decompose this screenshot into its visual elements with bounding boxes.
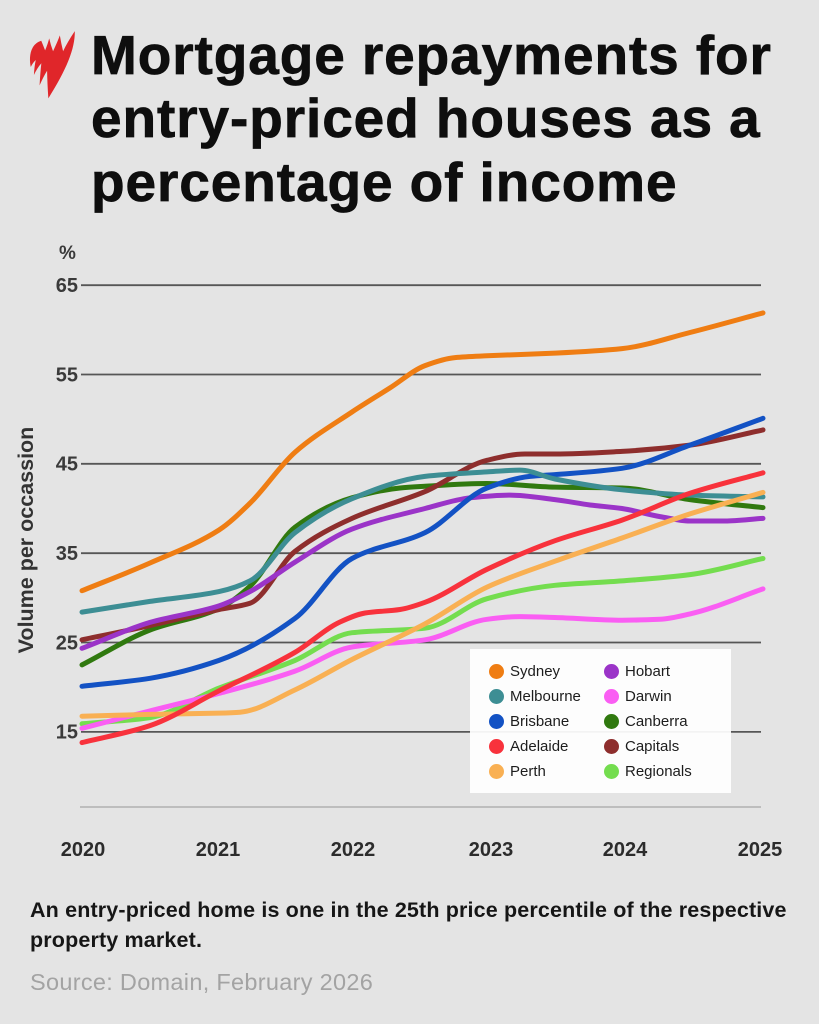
- svg-text:Volume per occassion: Volume per occassion: [14, 427, 38, 654]
- svg-text:2020: 2020: [61, 839, 106, 861]
- svg-text:15: 15: [56, 722, 78, 744]
- svg-text:2022: 2022: [331, 839, 376, 861]
- svg-text:2025: 2025: [738, 839, 783, 861]
- svg-text:25: 25: [56, 632, 78, 654]
- svg-text:35: 35: [56, 543, 78, 565]
- svg-text:2023: 2023: [469, 839, 514, 861]
- svg-text:2021: 2021: [196, 839, 241, 861]
- svg-text:55: 55: [56, 364, 78, 386]
- svg-text:2024: 2024: [603, 839, 648, 861]
- svg-text:65: 65: [56, 275, 78, 297]
- svg-text:45: 45: [56, 454, 78, 476]
- svg-text:%: %: [59, 243, 76, 264]
